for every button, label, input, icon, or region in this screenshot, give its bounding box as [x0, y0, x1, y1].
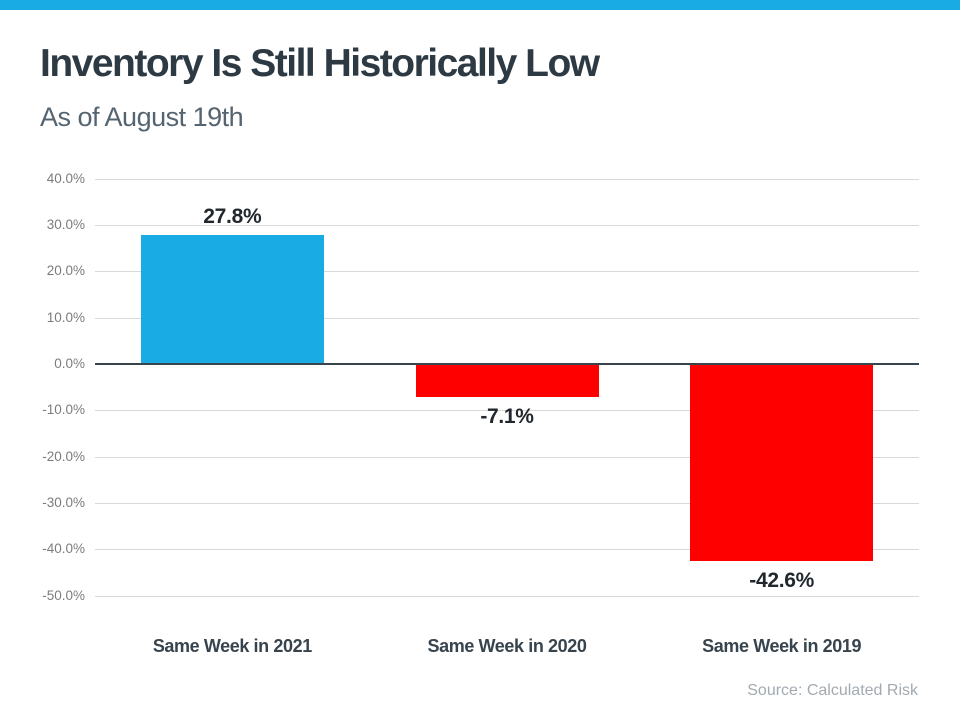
y-axis-tick-label: 40.0% [46, 170, 85, 186]
x-axis-category-label: Same Week in 2021 [152, 636, 312, 656]
data-label: -42.6% [749, 569, 815, 593]
y-axis-tick-label: -10.0% [42, 402, 85, 418]
page-title: Inventory Is Still Historically Low [40, 42, 600, 85]
gridline [95, 317, 919, 319]
y-axis-tick-label: 0.0% [54, 356, 85, 371]
x-axis-category-label: Same Week in 2019 [702, 636, 862, 656]
bar-same-week-in-2021 [140, 235, 324, 364]
y-axis-tick-label: 10.0% [46, 309, 85, 325]
y-axis-tick-label: -20.0% [42, 448, 85, 464]
gridline [95, 410, 919, 412]
y-axis-tick-label: 30.0% [46, 216, 85, 232]
gridline [95, 456, 919, 458]
y-axis-tick-label: -50.0% [42, 587, 85, 603]
gridline [95, 178, 919, 180]
source-note: Source: Calculated Risk [747, 682, 918, 699]
zero-axis-line [95, 363, 919, 365]
top-accent-bar [0, 0, 960, 10]
bar-same-week-in-2020 [415, 364, 599, 397]
gridline [95, 595, 919, 597]
x-axis-category-label: Same Week in 2020 [427, 636, 587, 656]
data-label: 27.8% [203, 205, 262, 229]
gridline [95, 224, 919, 226]
y-axis-tick-label: 20.0% [46, 263, 85, 279]
bar-same-week-in-2019 [690, 364, 874, 562]
gridline [95, 503, 919, 505]
page-subtitle: As of August 19th [40, 102, 244, 132]
y-axis-tick-label: -30.0% [42, 495, 85, 511]
gridline [95, 271, 919, 273]
y-axis-tick-label: -40.0% [42, 541, 85, 557]
gridline [95, 549, 919, 551]
data-label: -7.1% [480, 404, 534, 428]
